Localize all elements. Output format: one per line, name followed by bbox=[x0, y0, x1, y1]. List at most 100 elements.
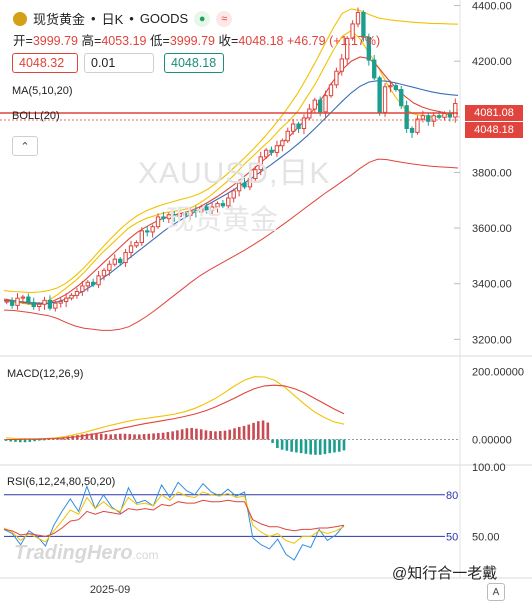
macd-histogram-bar bbox=[309, 439, 312, 455]
macd-histogram-bar bbox=[47, 439, 51, 440]
high-value: 4053.19 bbox=[101, 34, 147, 48]
watermark-name: 现货黄金 bbox=[166, 204, 279, 235]
watermark-symbol: XAUUSD,日K bbox=[138, 157, 331, 190]
rsi-line-rsi12 bbox=[3, 491, 345, 544]
macd-histogram-bar bbox=[76, 435, 79, 440]
macd-histogram-bar bbox=[4, 439, 8, 441]
wave-icon[interactable]: ≈ bbox=[216, 10, 233, 27]
macd-histogram-bar bbox=[142, 434, 146, 440]
macd-histogram-bar bbox=[71, 435, 74, 440]
macd-histogram-bar bbox=[195, 428, 198, 440]
macd-histogram-bar bbox=[128, 434, 132, 440]
macd-histogram-bar bbox=[9, 439, 13, 442]
candle-body bbox=[242, 182, 247, 188]
candle-body bbox=[80, 285, 85, 292]
y-tick-label: 3800.00 bbox=[472, 167, 512, 179]
candle-body bbox=[263, 149, 269, 158]
series-line-boll-dn bbox=[3, 158, 459, 331]
x-tick-label: 2025-09 bbox=[90, 584, 130, 596]
candle-body bbox=[453, 102, 458, 118]
candle-body bbox=[69, 294, 74, 299]
macd-histogram-bar bbox=[95, 433, 98, 440]
low-label: 低 bbox=[150, 34, 163, 48]
candle-body bbox=[134, 242, 139, 247]
candle-body bbox=[247, 178, 253, 188]
candle-body bbox=[91, 281, 96, 286]
macd-histogram-bar bbox=[114, 434, 117, 440]
candle-body bbox=[74, 290, 80, 296]
candle-body bbox=[226, 197, 231, 207]
candle-body bbox=[188, 210, 193, 216]
candle-body bbox=[123, 252, 128, 264]
candle-body bbox=[166, 214, 172, 220]
rsi-indicator-label[interactable]: RSI(6,12,24,80,50,20) bbox=[7, 476, 116, 488]
candle-body bbox=[199, 206, 204, 213]
candle-body bbox=[399, 89, 404, 107]
candle-body bbox=[404, 105, 409, 129]
boll-indicator-label[interactable]: BOLL(20) bbox=[12, 110, 60, 122]
macd-histogram-bar bbox=[133, 434, 136, 440]
macd-histogram-bar bbox=[323, 439, 327, 455]
macd-indicator-label[interactable]: MACD(12,26,9) bbox=[7, 368, 84, 380]
macd-histogram-bar bbox=[209, 431, 213, 440]
macd-histogram-bar bbox=[137, 434, 141, 440]
candle-body bbox=[36, 303, 42, 307]
close-value: 4048.18 bbox=[238, 34, 284, 48]
quantity-input[interactable]: 0.01 bbox=[84, 53, 154, 73]
change-value: +46.79 bbox=[287, 34, 326, 48]
candle-body bbox=[285, 130, 290, 142]
macd-histogram-bar bbox=[14, 439, 17, 442]
candle-body bbox=[161, 216, 166, 220]
status-dot-icon[interactable]: ● bbox=[194, 10, 211, 27]
gold-logo-icon bbox=[13, 11, 27, 26]
candle-body bbox=[258, 156, 263, 171]
candle-body bbox=[393, 85, 399, 91]
brand-watermark: TradingHero.com bbox=[14, 542, 159, 565]
candle-body bbox=[58, 300, 63, 304]
ohlc-readout: 开=3999.79 高=4053.19 低=3999.79 收=4048.18 … bbox=[13, 34, 381, 48]
macd-histogram-bar bbox=[342, 439, 346, 451]
candle-body bbox=[128, 245, 134, 254]
font-size-button[interactable]: A bbox=[487, 583, 505, 601]
candle-body bbox=[328, 84, 334, 97]
series-line-boll-up bbox=[3, 8, 459, 294]
candle-body bbox=[96, 275, 101, 286]
rsi-line-rsi24 bbox=[3, 499, 345, 537]
chart-title: 现货黄金 • 日K • GOODS ● ≈ bbox=[13, 9, 233, 28]
candle-body bbox=[345, 37, 350, 60]
macd-histogram-bar bbox=[80, 434, 84, 440]
rsi-tick-label: 50.00 bbox=[472, 531, 500, 543]
macd-histogram-bar bbox=[242, 425, 246, 440]
series-line-ma5 bbox=[3, 29, 459, 306]
candle-body bbox=[31, 302, 36, 307]
candle-body bbox=[290, 123, 296, 132]
macd-histogram-bar bbox=[261, 420, 265, 440]
candle-body bbox=[150, 226, 155, 233]
ma-indicator-label[interactable]: MA(5,10,20) bbox=[12, 85, 73, 97]
macd-histogram-bar bbox=[233, 428, 236, 440]
candle-body bbox=[280, 140, 285, 147]
candle-body bbox=[53, 302, 58, 309]
candle-body bbox=[253, 169, 258, 180]
macd-dea-line bbox=[6, 384, 345, 441]
candle-body bbox=[420, 115, 426, 120]
candle-body bbox=[355, 12, 361, 25]
macd-histogram-bar bbox=[166, 432, 170, 440]
collapse-chevron-icon[interactable]: ⌃ bbox=[12, 136, 38, 156]
period-label[interactable]: 日K bbox=[101, 12, 124, 27]
candle-body bbox=[236, 182, 242, 192]
macd-histogram-bar bbox=[266, 422, 270, 440]
buy-price-button[interactable]: 4048.18 bbox=[164, 53, 224, 73]
upper-price-tag: 4081.08 bbox=[465, 105, 523, 121]
sell-price-button[interactable]: 4048.32 bbox=[12, 53, 78, 73]
macd-histogram-bar bbox=[271, 439, 274, 443]
macd-histogram-bar bbox=[152, 433, 155, 440]
candle-body bbox=[436, 115, 442, 118]
rsi-tick-label: 100.00 bbox=[472, 462, 506, 474]
author-credit: @知行合一老戴 bbox=[392, 565, 498, 582]
candle-body bbox=[155, 216, 161, 228]
candle-body bbox=[361, 12, 366, 38]
title-separator: • bbox=[91, 11, 96, 26]
candle-body bbox=[85, 281, 90, 287]
